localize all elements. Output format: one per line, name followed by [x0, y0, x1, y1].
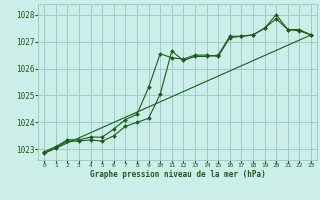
X-axis label: Graphe pression niveau de la mer (hPa): Graphe pression niveau de la mer (hPa) [90, 170, 266, 179]
